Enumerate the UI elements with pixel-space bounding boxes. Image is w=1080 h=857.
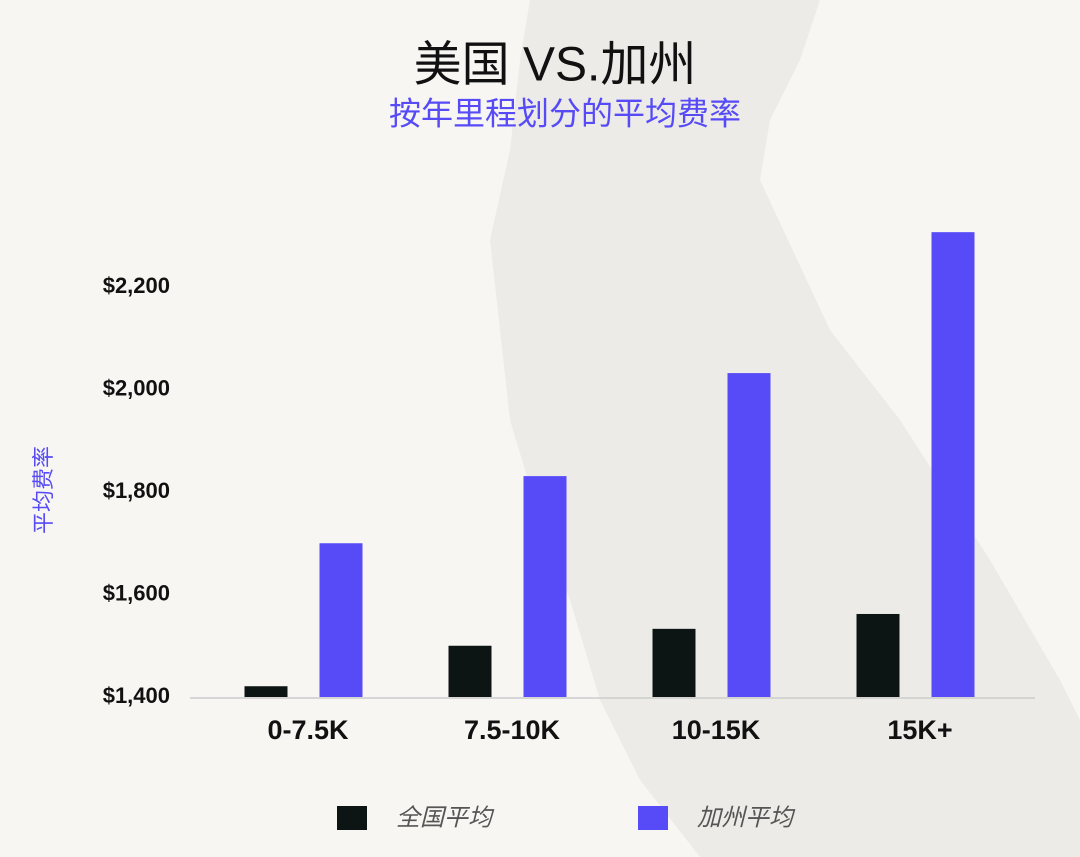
y-tick-label: $1,800 [103, 478, 170, 503]
bar [244, 686, 288, 697]
chart-subtitle: 按年里程划分的平均费率 [389, 95, 741, 131]
y-tick-label: $2,000 [103, 375, 170, 400]
bar [727, 373, 771, 697]
x-tick-label: 15K+ [887, 715, 952, 745]
bar [652, 628, 696, 697]
y-tick-label: $1,400 [103, 683, 170, 708]
chart-title: 美国 VS.加州 [414, 39, 697, 92]
legend-label: 全国平均 [396, 804, 495, 831]
bar [319, 543, 363, 697]
y-tick-label: $2,200 [103, 273, 170, 298]
legend-swatch [337, 806, 367, 830]
bar [448, 645, 492, 697]
legend-swatch [638, 806, 668, 830]
bar [931, 232, 975, 697]
bar [856, 613, 900, 697]
y-axis-label: 平均费率 [31, 446, 56, 534]
y-tick-label: $1,600 [103, 580, 170, 605]
bar [523, 476, 567, 697]
x-tick-label: 7.5-10K [464, 715, 561, 745]
x-tick-label: 10-15K [672, 715, 761, 745]
legend-label: 加州平均 [697, 804, 796, 831]
x-tick-label: 0-7.5K [267, 715, 349, 745]
